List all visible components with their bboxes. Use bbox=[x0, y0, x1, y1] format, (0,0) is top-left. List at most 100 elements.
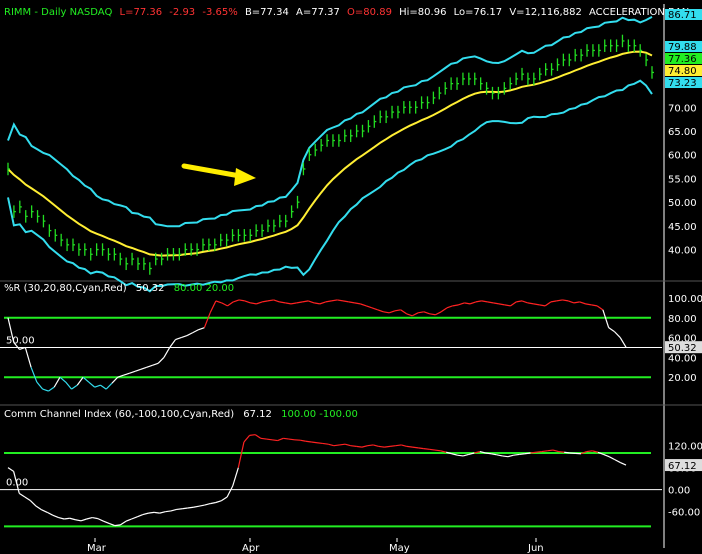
cci-title: Comm Channel Index (60,-100,100,Cyan,Red… bbox=[4, 409, 234, 420]
cci-params: 100.00 -100.00 bbox=[281, 409, 358, 420]
price-bar bbox=[344, 129, 347, 143]
cci-tick-label: 120.00 bbox=[668, 442, 702, 453]
svg-text:86.71: 86.71 bbox=[668, 10, 697, 21]
price-bar bbox=[214, 238, 217, 252]
price-bar bbox=[296, 195, 300, 209]
cci-segment bbox=[457, 454, 464, 457]
cci-segment bbox=[344, 443, 351, 447]
cci-segment bbox=[389, 445, 396, 447]
price-bar bbox=[474, 72, 477, 86]
cci-segment bbox=[136, 514, 144, 518]
cci-segment bbox=[395, 444, 402, 447]
price-bar bbox=[509, 77, 513, 90]
cci-segment bbox=[412, 446, 419, 449]
cci-segment bbox=[283, 437, 289, 440]
wr-segment bbox=[181, 335, 188, 339]
wr-segment bbox=[53, 376, 61, 388]
price-bar bbox=[13, 205, 16, 218]
wr-segment bbox=[354, 302, 361, 305]
cci-segment bbox=[75, 519, 82, 522]
price-bar bbox=[119, 252, 123, 266]
wr-segment bbox=[585, 303, 592, 306]
wr-segment bbox=[544, 301, 552, 307]
wr-segment bbox=[314, 302, 320, 305]
wr-segment bbox=[556, 299, 563, 302]
cci-segment bbox=[165, 510, 172, 513]
price-bar bbox=[160, 252, 164, 266]
price-bar bbox=[550, 63, 554, 76]
wr-left-label: 50.00 bbox=[6, 335, 35, 346]
wr-segment bbox=[498, 303, 505, 306]
price-bar bbox=[539, 67, 542, 81]
price-bar bbox=[527, 72, 530, 86]
wr-segment bbox=[440, 307, 448, 313]
cci-value-text: 67.12 bbox=[243, 409, 272, 420]
price-bar bbox=[592, 44, 595, 57]
price-bar bbox=[113, 248, 117, 261]
price-tick-label: 50.00 bbox=[668, 198, 697, 209]
price-bar bbox=[497, 86, 501, 100]
price-bar bbox=[468, 72, 471, 86]
price-bar bbox=[95, 243, 99, 256]
price-bar bbox=[491, 86, 495, 100]
wr-segment bbox=[412, 312, 419, 317]
cci-segment bbox=[502, 455, 509, 458]
wr-segment bbox=[308, 300, 315, 304]
wr-segment bbox=[464, 302, 471, 305]
wr-segment bbox=[100, 384, 107, 390]
price-bar bbox=[225, 233, 229, 247]
header-last: L=77.36 bbox=[120, 7, 163, 18]
price-bar bbox=[403, 101, 406, 114]
cci-segment bbox=[479, 450, 486, 454]
wr-segment bbox=[504, 304, 511, 307]
wr-segment bbox=[157, 356, 165, 364]
wr-tick-label: 100.00 bbox=[668, 294, 702, 305]
cci-segment bbox=[277, 437, 284, 442]
cci-segment bbox=[58, 516, 65, 520]
cci-segment bbox=[536, 450, 542, 453]
price-bar bbox=[432, 91, 436, 105]
price-bar bbox=[355, 124, 359, 138]
wr-segment bbox=[146, 364, 153, 368]
wr-segment bbox=[7, 317, 15, 343]
price-bar bbox=[645, 53, 649, 67]
wr-value-text: 50.32 bbox=[136, 283, 165, 294]
wr-params: 80.00 20.00 bbox=[174, 283, 234, 294]
cci-segment bbox=[530, 451, 537, 454]
cci-segment bbox=[580, 450, 587, 455]
price-bar bbox=[149, 262, 152, 275]
wr-segment bbox=[562, 299, 569, 302]
cci-segment bbox=[260, 437, 267, 440]
wr-segment bbox=[19, 346, 26, 351]
price-bar bbox=[202, 238, 205, 252]
wr-segment bbox=[134, 368, 142, 372]
wr-segment bbox=[129, 370, 136, 374]
price-bar bbox=[66, 238, 70, 252]
wr-segment bbox=[579, 301, 586, 305]
header-line: RIMM - Daily NASDAQ L=77.36 -2.93 -3.65%… bbox=[4, 7, 689, 18]
x-tick-label: Apr bbox=[242, 543, 260, 554]
cci-segment bbox=[103, 520, 110, 524]
wr-segment bbox=[82, 376, 90, 383]
wr-segment bbox=[186, 332, 194, 337]
cci-segment bbox=[496, 454, 503, 457]
wr-segment bbox=[452, 304, 459, 307]
price-bar bbox=[415, 101, 418, 114]
price-bar bbox=[184, 243, 188, 256]
header-change: -2.93 bbox=[169, 7, 195, 18]
cci-segment bbox=[339, 443, 346, 446]
price-bar bbox=[444, 82, 448, 95]
cci-segment bbox=[446, 451, 452, 455]
wr-segment bbox=[163, 347, 171, 358]
header-symbol: RIMM - Daily NASDAQ bbox=[4, 7, 112, 18]
wr-segment bbox=[24, 347, 32, 368]
price-bar bbox=[290, 205, 294, 218]
price-bar bbox=[350, 129, 353, 143]
price-bar bbox=[308, 148, 312, 161]
wr-segment bbox=[169, 339, 176, 348]
price-bar bbox=[101, 243, 105, 256]
cci-segment bbox=[18, 492, 26, 498]
wr-segment bbox=[394, 309, 401, 312]
cci-segment bbox=[176, 508, 183, 511]
wr-segment bbox=[337, 299, 344, 302]
